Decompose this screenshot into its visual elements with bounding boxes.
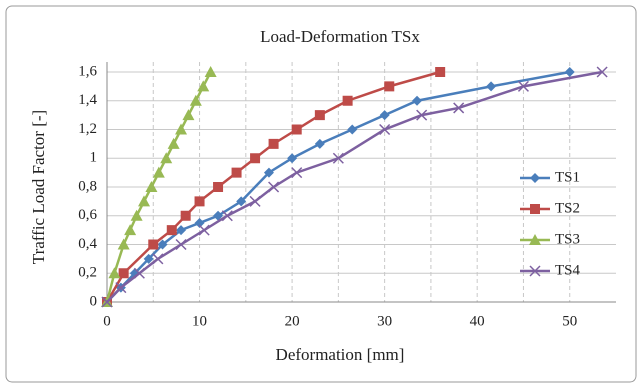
- marker: [342, 95, 353, 106]
- marker: [145, 181, 158, 192]
- legend-label: TS4: [555, 262, 581, 278]
- marker: [115, 282, 127, 294]
- marker: [143, 253, 154, 264]
- x-axis-label: Deformation [mm]: [276, 345, 405, 364]
- y-tick-label: 0: [90, 293, 98, 309]
- marker: [197, 80, 210, 92]
- marker: [157, 239, 168, 250]
- marker: [596, 66, 608, 78]
- legend-label: TS3: [555, 231, 580, 247]
- marker: [249, 195, 261, 207]
- marker: [194, 196, 205, 207]
- marker: [213, 182, 224, 192]
- marker: [166, 225, 177, 236]
- marker: [268, 138, 279, 149]
- marker: [486, 81, 497, 92]
- marker: [182, 109, 195, 121]
- marker: [180, 210, 191, 221]
- x-tick-label: 0: [103, 313, 111, 329]
- marker: [332, 152, 344, 164]
- marker: [108, 267, 121, 279]
- marker: [160, 152, 173, 164]
- marker: [198, 224, 210, 236]
- y-tick-label: 1,2: [78, 121, 97, 137]
- marker: [453, 102, 465, 114]
- x-tick-label: 20: [285, 313, 300, 329]
- x-tick-label: 30: [377, 313, 392, 329]
- legend-label: TS1: [555, 169, 580, 185]
- marker: [124, 224, 137, 236]
- marker: [379, 110, 390, 121]
- marker: [189, 94, 202, 106]
- marker: [435, 67, 446, 77]
- chart-title: Load-Deformation TSx: [260, 27, 420, 46]
- y-tick-label: 0,8: [78, 178, 97, 194]
- marker: [152, 253, 164, 265]
- y-tick-label: 0,6: [78, 207, 97, 223]
- marker: [517, 80, 529, 92]
- marker: [176, 225, 187, 236]
- marker: [530, 173, 540, 183]
- marker: [416, 109, 428, 121]
- legend-label: TS2: [555, 200, 580, 216]
- marker: [379, 123, 391, 136]
- marker: [130, 209, 143, 221]
- marker: [231, 167, 242, 178]
- y-tick-label: 0,2: [78, 265, 97, 281]
- y-tick-label: 1: [90, 150, 98, 166]
- marker: [268, 181, 280, 193]
- marker: [347, 124, 358, 135]
- marker: [236, 196, 247, 207]
- marker: [148, 239, 159, 250]
- marker: [118, 268, 129, 279]
- marker: [314, 138, 325, 149]
- marker: [263, 167, 274, 178]
- marker: [175, 123, 188, 135]
- x-tick-label: 10: [192, 313, 207, 329]
- marker: [564, 67, 575, 77]
- chart-frame: [5, 5, 637, 383]
- marker: [412, 95, 423, 106]
- marker: [221, 210, 233, 222]
- marker: [530, 204, 540, 214]
- y-tick-label: 1,6: [78, 63, 97, 79]
- marker: [529, 234, 541, 245]
- x-tick-label: 40: [470, 313, 485, 329]
- marker: [175, 238, 187, 251]
- y-tick-label: 0,4: [78, 236, 97, 252]
- marker: [384, 81, 395, 92]
- marker: [167, 137, 180, 149]
- marker: [152, 166, 165, 178]
- marker: [101, 296, 113, 308]
- marker: [194, 217, 205, 228]
- marker: [117, 238, 130, 250]
- marker: [250, 153, 261, 164]
- marker: [213, 210, 224, 221]
- y-axis-label: Traffic Load Factor [-]: [29, 110, 48, 264]
- marker: [314, 110, 325, 121]
- marker: [287, 153, 298, 164]
- marker: [291, 124, 302, 135]
- y-tick-label: 1,4: [78, 92, 97, 108]
- series-line: [106, 70, 603, 303]
- x-tick-label: 50: [562, 313, 577, 329]
- marker: [529, 265, 541, 277]
- marker: [204, 66, 217, 77]
- marker: [133, 267, 145, 279]
- marker: [291, 167, 303, 179]
- marker: [138, 195, 151, 207]
